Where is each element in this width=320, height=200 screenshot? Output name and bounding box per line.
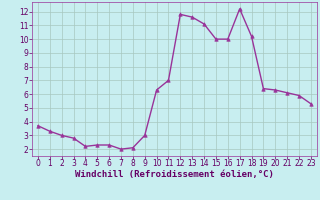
X-axis label: Windchill (Refroidissement éolien,°C): Windchill (Refroidissement éolien,°C) (75, 170, 274, 179)
